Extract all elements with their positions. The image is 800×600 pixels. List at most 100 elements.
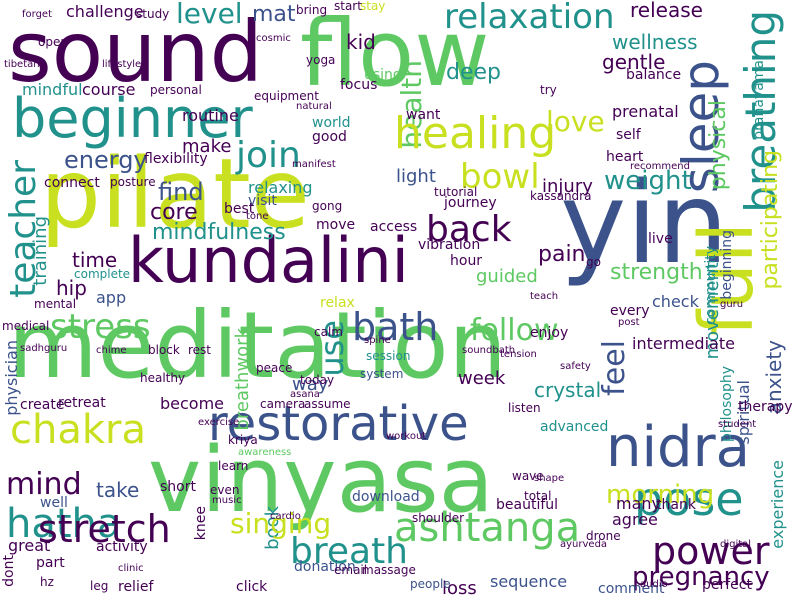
word-stress: stress	[50, 307, 151, 347]
word-many: many	[616, 494, 661, 513]
word-pregnancy: pregnancy	[632, 562, 770, 592]
word-every: every	[610, 303, 650, 319]
word-therapy: therapy	[738, 399, 793, 415]
word-find: find	[158, 178, 204, 206]
word-experience: experience	[768, 460, 787, 549]
word-activity: activity	[96, 539, 148, 555]
word-safety: safety	[560, 361, 591, 372]
word-live: live	[648, 231, 673, 247]
word-wave: wave	[512, 469, 544, 483]
word-bring: bring	[296, 3, 328, 17]
word-beautiful: beautiful	[496, 497, 559, 513]
word-join: join	[236, 135, 301, 176]
word-move: move	[316, 217, 356, 233]
word-rest: rest	[188, 343, 212, 357]
word-philosophy: philosophy	[719, 366, 735, 443]
word-gentle: gentle	[602, 50, 666, 74]
word-soundbath: soundbath	[462, 345, 516, 356]
word-routine: routine	[182, 106, 239, 125]
word-comment: comment	[598, 581, 665, 597]
word-vinyasa: vinyasa	[148, 428, 494, 533]
word-even: even	[210, 483, 240, 497]
word-study: study	[136, 7, 170, 21]
word-deep: deep	[446, 60, 501, 85]
word-digital: digital	[720, 539, 752, 550]
word-tone: tone	[246, 211, 269, 222]
word-shape: shape	[534, 473, 565, 484]
word-part: part	[36, 555, 65, 571]
word-mind: mind	[6, 467, 82, 502]
word-well: well	[40, 495, 68, 511]
word-perfect: perfect	[702, 577, 752, 593]
word-total: total	[524, 489, 552, 503]
word-visit: visit	[248, 193, 277, 209]
word-time: time	[72, 248, 118, 272]
word-dont: dont	[1, 555, 17, 587]
word-guided: guided	[476, 266, 538, 287]
word-breath: breath	[290, 531, 409, 572]
word-clinic: clinic	[118, 563, 144, 574]
word-stay: stay	[360, 0, 386, 13]
word-best: best	[224, 201, 255, 217]
word-spine: spine	[364, 335, 391, 346]
word-listen: listen	[508, 401, 541, 415]
word-lifestyle: lifestyle	[102, 59, 142, 70]
word-beginner: beginner	[12, 87, 253, 150]
word-equipment: equipment	[254, 89, 319, 103]
word-complete: complete	[74, 267, 131, 281]
word-camera: camera	[260, 397, 306, 411]
word-massage: massage	[362, 563, 416, 577]
word-awareness: awareness	[238, 447, 292, 458]
word-stretch: stretch	[38, 507, 171, 551]
word-guru: guru	[720, 299, 744, 310]
word-calm: calm	[314, 325, 343, 339]
word-leg: leg	[90, 579, 109, 593]
word-healing: healing	[394, 108, 557, 159]
word-way: way	[292, 374, 329, 395]
word-release: release	[630, 0, 703, 22]
word-tension: tension	[500, 349, 537, 360]
word-challenge: challenge	[66, 2, 144, 21]
word-tibetan: tibetan	[4, 59, 40, 70]
word-natural: natural	[296, 101, 332, 112]
word-access: access	[370, 219, 418, 235]
word-injury: injury	[542, 176, 593, 197]
word-people: people	[410, 577, 451, 591]
word-audio: audio	[640, 579, 668, 590]
word-sadhguru: sadhguru	[20, 343, 68, 354]
word-light: light	[396, 166, 436, 187]
word-core: core	[150, 200, 198, 225]
word-start: start	[334, 0, 362, 13]
word-click: click	[236, 579, 268, 595]
word-recommend: recommend	[630, 161, 690, 172]
word-relaxation: relaxation	[444, 0, 615, 37]
word-forget: forget	[22, 9, 52, 20]
word-learn: learn	[218, 459, 249, 473]
word-ashtanga: ashtanga	[394, 505, 581, 551]
word-great: great	[8, 536, 51, 555]
word-week: week	[458, 368, 506, 389]
word-back: back	[426, 209, 512, 250]
word-world: world	[312, 115, 351, 131]
word-hour: hour	[450, 253, 483, 269]
word-physician: physician	[2, 340, 21, 416]
word-nidra: nidra	[606, 415, 750, 480]
word-crystal: crystal	[534, 378, 602, 402]
word-system: system	[360, 367, 404, 381]
word-tutorial: tutorial	[434, 185, 478, 199]
word-journey: journey	[444, 195, 497, 211]
word-participating: participating	[758, 150, 783, 290]
word-sequence: sequence	[490, 572, 568, 591]
word-pose: pose	[634, 472, 744, 526]
word-short: short	[160, 479, 196, 495]
word-block: block	[148, 343, 180, 357]
word-relief: relief	[118, 579, 154, 595]
word-flow: flow	[300, 0, 490, 107]
word-community: community	[703, 246, 719, 325]
word-hz: hz	[40, 575, 54, 589]
word-hip: hip	[56, 276, 87, 300]
word-donation: donation	[294, 559, 356, 575]
word-level: level	[176, 0, 243, 30]
word-shoulder: shoulder	[412, 511, 465, 525]
word-agree: agree	[612, 510, 658, 529]
